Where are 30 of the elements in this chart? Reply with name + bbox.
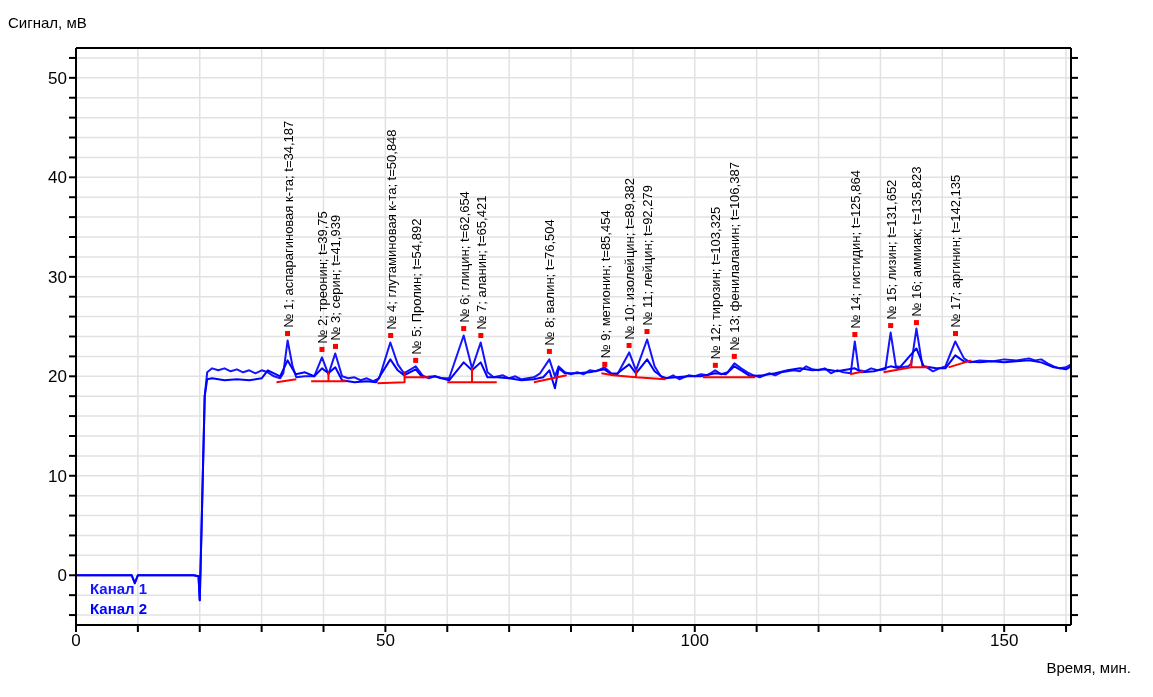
x-tick-label: 50 <box>375 631 395 651</box>
annotation: № 9; метионин; t=85,454 <box>597 210 613 359</box>
annotation: № 11; лейцин; t=92,279 <box>640 185 656 326</box>
annotation: № 14; гистидин; t=125,864 <box>847 170 863 329</box>
annotation: № 7; аланин; t=65,421 <box>473 195 489 330</box>
annotation: № 4; глутаминовая к-та; t=50,848 <box>383 129 399 330</box>
y-tick-label: 10 <box>48 466 67 486</box>
annotation: № 1; аспарагиновая к-та; t=34,187 <box>280 120 296 328</box>
y-tick-label: 0 <box>57 566 67 586</box>
y-tick-label: 30 <box>48 267 67 287</box>
x-tick-label: 100 <box>680 631 709 651</box>
y-axis-title: Сигнал, мВ <box>8 14 87 31</box>
annotation: № 17; аргинин; t=142,135 <box>948 174 964 328</box>
y-tick-label: 20 <box>48 367 67 387</box>
y-tick-label: 50 <box>48 68 67 88</box>
y-tick-label: 40 <box>48 168 67 188</box>
annotation: № 8; валин; t=76,504 <box>542 219 558 346</box>
annotation: № 13; фенилаланин; t=106,387 <box>727 162 743 351</box>
annotation: № 5; Пролин; t=54,892 <box>408 218 424 355</box>
series-label: Канал 2 <box>90 599 148 619</box>
annotation: № 15; лизин; t=131,652 <box>883 179 899 320</box>
series-label: Канал 1 <box>90 579 148 599</box>
annotation: № 16; аммиак; t=135,823 <box>909 166 925 317</box>
x-tick-label: 150 <box>989 631 1019 651</box>
annotation: № 12; тирозин; t=103,325 <box>708 206 724 360</box>
annotation: № 10; изолейцин; t=89,382 <box>622 178 638 340</box>
annotation: № 6; глицин; t=62,654 <box>456 191 472 323</box>
x-axis-title: Время, мин. <box>1046 659 1131 676</box>
annotation: № 2; треонин; t=39,75 <box>314 211 330 344</box>
x-tick-label: 0 <box>71 631 81 651</box>
